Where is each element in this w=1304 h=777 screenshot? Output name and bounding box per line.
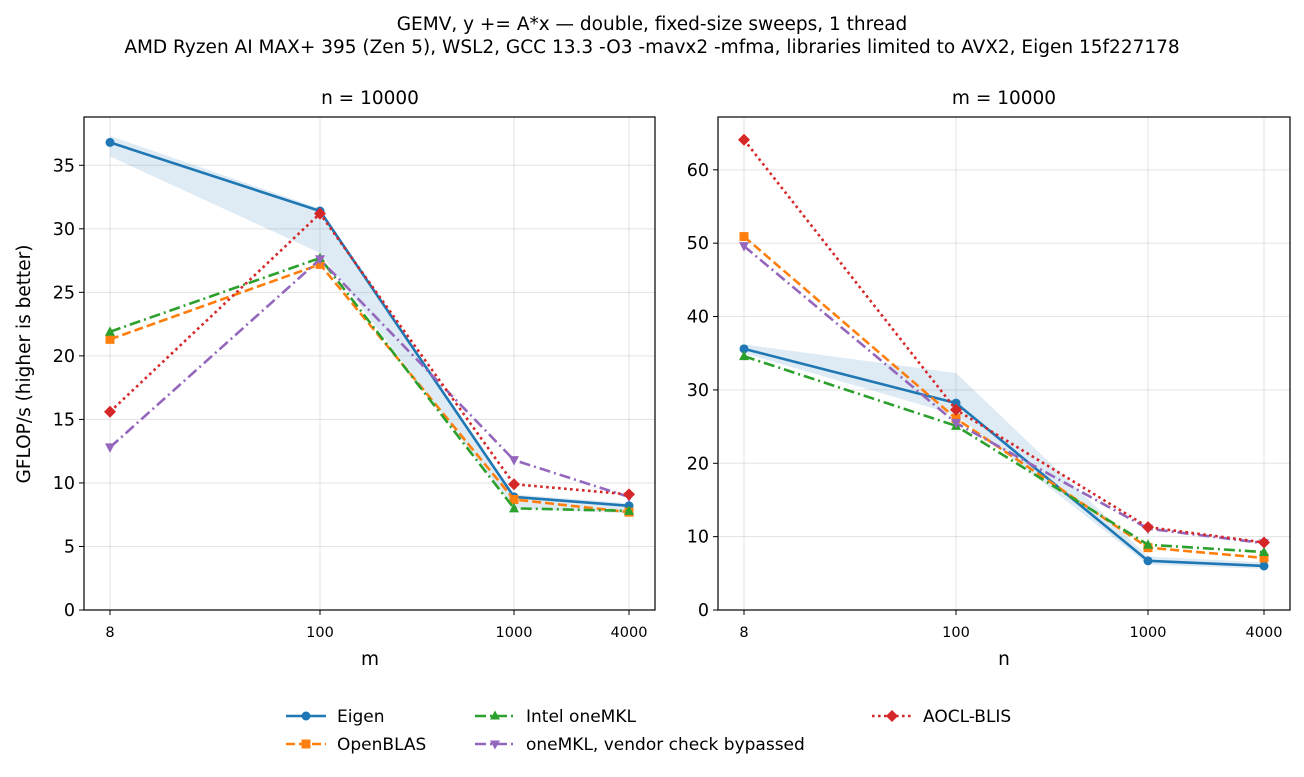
data-point-onemkl: [509, 502, 519, 513]
series-line-aocl: [109, 212, 630, 496]
legend-label-onemkl: Intel oneMKL: [526, 707, 636, 727]
y-tick-label: 35: [53, 156, 75, 176]
series-line-openblas: [109, 263, 630, 514]
data-point-eigen: [1259, 561, 1269, 571]
data-point-aocl: [1258, 536, 1270, 549]
legend-label-onemkl-bypass: oneMKL, vendor check bypassed: [526, 735, 805, 755]
left-panel-xlabel: m: [361, 649, 379, 670]
y-tick-label: 50: [687, 234, 709, 254]
legend-entry-aocl: AOCL-BLIS: [872, 707, 1011, 727]
figure-title-line2: AMD Ryzen AI MAX+ 395 (Zen 5), WSL2, GCC…: [124, 37, 1179, 58]
legend-marker-eigen: [301, 711, 311, 721]
eigen-range-band: [110, 136, 629, 514]
x-tick-label: 8: [105, 625, 114, 641]
y-tick-label: 0: [698, 601, 709, 621]
data-point-openblas: [1259, 553, 1269, 563]
data-point-onemkl_bypass: [315, 255, 325, 265]
legend-entry-eigen: Eigen: [286, 707, 385, 727]
y-tick-label: 15: [53, 410, 75, 430]
left-plot-area: 0 5 10 15 20 25 30 35 8 100 1000 4000: [53, 116, 656, 641]
right-panel-xlabel: n: [998, 649, 1010, 670]
x-tick-label: 100: [306, 625, 334, 641]
y-tick-label: 25: [53, 283, 75, 303]
series-line-eigen: [109, 141, 630, 508]
data-point-onemkl_bypass: [105, 443, 115, 453]
right-panel: m = 10000 n 0 10 20 30 40 50 60 8 100 1000 4000: [687, 88, 1291, 670]
legend-entry-onemkl-bypass: oneMKL, vendor check bypassed: [475, 735, 805, 755]
y-tick-label: 30: [53, 220, 75, 240]
x-tick-label: 8: [739, 625, 748, 641]
data-point-eigen: [1143, 556, 1153, 566]
y-tick-label: 10: [687, 528, 709, 548]
legend-label-openblas: OpenBLAS: [337, 735, 426, 755]
axes-frame: [717, 116, 1291, 611]
legend-label-aocl: AOCL-BLIS: [923, 707, 1011, 727]
x-tick-label: 1000: [496, 625, 533, 641]
data-point-onemkl: [105, 326, 115, 336]
eigen-range-band: [744, 344, 1264, 569]
data-point-onemkl: [624, 505, 634, 515]
x-tick-label: 1000: [1130, 625, 1167, 641]
data-point-eigen: [105, 137, 115, 147]
data-point-onemkl: [1143, 539, 1153, 549]
legend-marker-aocl: [886, 710, 898, 722]
data-point-onemkl_bypass: [739, 242, 749, 252]
x-tick-label: 4000: [611, 625, 648, 641]
series-line-aocl: [742, 138, 1265, 544]
figure-title-line1: GEMV, y += A*x — double, fixed-size swee…: [397, 14, 908, 35]
legend: Eigen OpenBLAS Intel oneMKL oneMKL, vend…: [286, 707, 1011, 755]
data-point-aocl: [623, 488, 635, 501]
data-point-openblas: [105, 334, 115, 344]
left-panel-title: n = 10000: [321, 88, 419, 109]
y-tick-label: 20: [687, 454, 709, 474]
series-line-openblas: [743, 235, 1265, 560]
series-line-onemkl: [109, 256, 630, 513]
series-line-onemkl_bypass: [109, 258, 630, 499]
data-point-openblas: [509, 494, 519, 504]
left-panel-ylabel: GFLOP/s (higher is better): [14, 244, 35, 483]
right-plot-area: 0 10 20 30 40 50 60 8 100 1000 4000: [687, 116, 1291, 641]
y-tick-label: 60: [687, 161, 709, 181]
right-panel-title: m = 10000: [952, 88, 1056, 109]
x-tick-label: 4000: [1246, 625, 1283, 641]
data-point-onemkl_bypass: [951, 418, 961, 429]
left-panel: n = 10000 m GFLOP/s (higher is better) 0…: [14, 88, 656, 670]
data-point-aocl: [1142, 521, 1154, 534]
y-tick-label: 20: [53, 347, 75, 367]
data-point-onemkl: [1259, 546, 1269, 557]
legend-marker-openblas: [301, 739, 311, 749]
data-point-openblas: [739, 232, 749, 242]
data-point-onemkl: [739, 350, 749, 361]
data-point-openblas: [951, 414, 961, 424]
data-point-eigen: [739, 344, 749, 354]
data-point-aocl: [314, 207, 326, 220]
axes-frame: [83, 116, 656, 611]
y-tick-label: 5: [64, 537, 75, 557]
series-line-onemkl_bypass: [743, 245, 1265, 545]
y-tick-label: 30: [687, 381, 709, 401]
data-point-onemkl_bypass: [509, 456, 519, 466]
data-point-aocl: [738, 133, 750, 146]
y-tick-label: 10: [53, 474, 75, 494]
legend-entry-onemkl: Intel oneMKL: [475, 707, 636, 727]
y-tick-label: 0: [64, 601, 75, 621]
series-line-onemkl: [743, 354, 1265, 554]
data-point-aocl: [950, 403, 962, 416]
data-point-aocl: [104, 405, 116, 418]
legend-marker-onemkl: [490, 710, 500, 720]
y-tick-label: 40: [687, 308, 709, 328]
x-tick-label: 100: [942, 625, 970, 641]
legend-entry-openblas: OpenBLAS: [286, 735, 426, 755]
legend-marker-onemkl-bypass: [490, 740, 500, 750]
legend-label-eigen: Eigen: [337, 707, 385, 727]
data-point-aocl: [508, 478, 520, 491]
